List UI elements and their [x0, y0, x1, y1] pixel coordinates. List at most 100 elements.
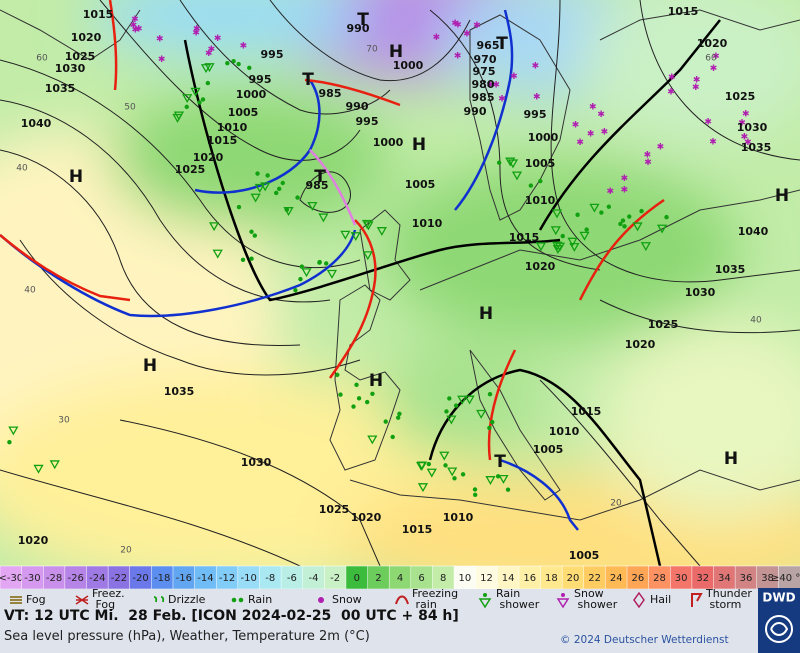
isobar-label: 1020 — [625, 338, 656, 351]
rain-symbol — [317, 260, 322, 265]
scale-label: -18 — [154, 573, 170, 584]
isotherm-label: 20 — [120, 546, 132, 556]
scale-label: 16 — [523, 573, 536, 584]
scale-label: -12 — [219, 573, 235, 584]
isotherm-label: 40 — [24, 286, 36, 296]
snow-symbol: ✱ — [156, 35, 164, 45]
shower-symbol — [367, 435, 378, 445]
scale-label: 38 — [761, 573, 774, 584]
snow-symbol: ✱ — [132, 26, 140, 36]
pressure-center: T — [357, 10, 369, 30]
rain-symbol — [274, 190, 279, 196]
isotherm-label: 60 — [705, 54, 717, 64]
snow-symbol: ✱ — [240, 42, 248, 52]
shower-symbol — [476, 409, 487, 419]
rain-symbol — [383, 419, 388, 424]
scale-label: 26 — [631, 573, 644, 584]
rain-symbol — [505, 487, 511, 492]
snow-symbol: ✱ — [433, 33, 441, 43]
snow-symbol: ✱ — [532, 61, 540, 71]
legend-icon — [10, 596, 22, 604]
shower-symbol — [254, 183, 265, 193]
shower-icon — [556, 598, 570, 609]
shower-symbol — [447, 467, 458, 477]
scale-label: 0 — [354, 573, 360, 584]
isobar-label: 995 — [261, 48, 284, 61]
copyright: © 2024 Deutscher Wetterdienst — [560, 634, 729, 646]
legend-icon — [153, 596, 165, 603]
isobar-label: 1020 — [18, 534, 49, 547]
legend-label: Fog — [26, 593, 46, 606]
rain-symbol — [265, 173, 270, 178]
scale-label: 36 — [740, 573, 753, 584]
snow-symbol: ✱ — [704, 117, 712, 127]
legend-label: Rain shower — [496, 587, 540, 611]
snow-symbol: ✱ — [742, 109, 750, 119]
shower-symbol — [569, 242, 580, 252]
scale-label: -8 — [265, 573, 275, 584]
snow-symbol: ✱ — [657, 143, 665, 153]
snow-symbol: ✱ — [454, 51, 462, 61]
shower-symbol — [182, 94, 193, 104]
shower-symbol — [511, 171, 523, 181]
rain-symbol — [252, 233, 258, 238]
scale-label: <-30 — [0, 573, 23, 584]
pressure-center: H — [412, 135, 426, 155]
shower-symbol — [464, 395, 475, 405]
isobar-label: 1005 — [525, 157, 556, 170]
isobar-label: 1000 — [528, 131, 559, 144]
rain-symbol — [236, 204, 242, 210]
snow-symbol: ✱ — [454, 21, 462, 31]
rain-symbol — [200, 97, 206, 102]
rain-symbol — [354, 382, 359, 388]
scale-label: 22 — [588, 573, 601, 584]
legend-label: Freez. Fog — [92, 587, 125, 611]
isobar-label: 1015 — [509, 231, 540, 244]
rain-symbol — [622, 224, 627, 229]
scale-label: 28 — [653, 573, 666, 584]
isobar-label: 1010 — [525, 194, 556, 207]
shower-symbol — [49, 460, 60, 470]
isobar-label: 1020 — [525, 260, 556, 273]
rain-symbol — [575, 212, 580, 217]
legend-label: Hail — [650, 593, 671, 606]
pressure-center: H — [369, 371, 383, 391]
scale-label: -20 — [132, 573, 148, 584]
shower-symbol — [8, 426, 19, 436]
isobar-label: 1000 — [393, 59, 424, 72]
snow-symbol: ✱ — [709, 138, 717, 148]
rain-symbol — [236, 61, 241, 67]
legend-label: Thunder storm — [705, 587, 752, 611]
description: Sea level pressure (hPa), Weather, Tempe… — [4, 629, 370, 644]
snow-symbol: ✱ — [741, 133, 749, 143]
pressure-center: H — [143, 356, 157, 376]
snow-symbol: ✱ — [192, 29, 200, 39]
shower-dot — [483, 593, 487, 597]
shower-symbol — [552, 245, 564, 254]
snow-symbol: ✱ — [668, 73, 676, 83]
shower-symbol — [640, 242, 651, 252]
legend-label: Drizzle — [168, 593, 206, 606]
rain-symbol — [324, 261, 329, 266]
rain-symbol — [496, 160, 502, 165]
snow-symbol: ✱ — [644, 158, 652, 168]
isobar-label: 990 — [346, 100, 369, 113]
isobar-label: 1030 — [241, 456, 272, 469]
map: ✱✱✱✱✱✱ ✱✱✱✱✱✱✱ ✱✱✱✱✱✱✱✱✱✱✱✱✱ ✱✱ ✱✱✱✱✱✱✱✱✱✱✱✱… — [0, 0, 800, 566]
scale-label: -2 — [330, 573, 340, 584]
freezing-rain-icon — [395, 595, 409, 605]
rain-symbol — [664, 214, 669, 220]
isobar-label: 975 — [473, 65, 496, 78]
legend-icon — [395, 595, 409, 605]
snow-symbol: ✱ — [572, 120, 580, 130]
isobar-label: 1020 — [193, 151, 224, 164]
rain-symbol — [538, 178, 543, 184]
scale-label: 20 — [567, 573, 580, 584]
isobar-label: 1005 — [228, 106, 259, 119]
snow-symbol: ✱ — [533, 93, 541, 103]
temperature-scale: <-30 -30 -28 -26 -24 -22 -20 -18 -16 -14 -12 -10 -8-… — [0, 565, 800, 590]
snow-symbol: ✱ — [597, 110, 605, 120]
isobar-label: 1025 — [175, 163, 206, 176]
snow-symbol: ✱ — [693, 75, 701, 85]
